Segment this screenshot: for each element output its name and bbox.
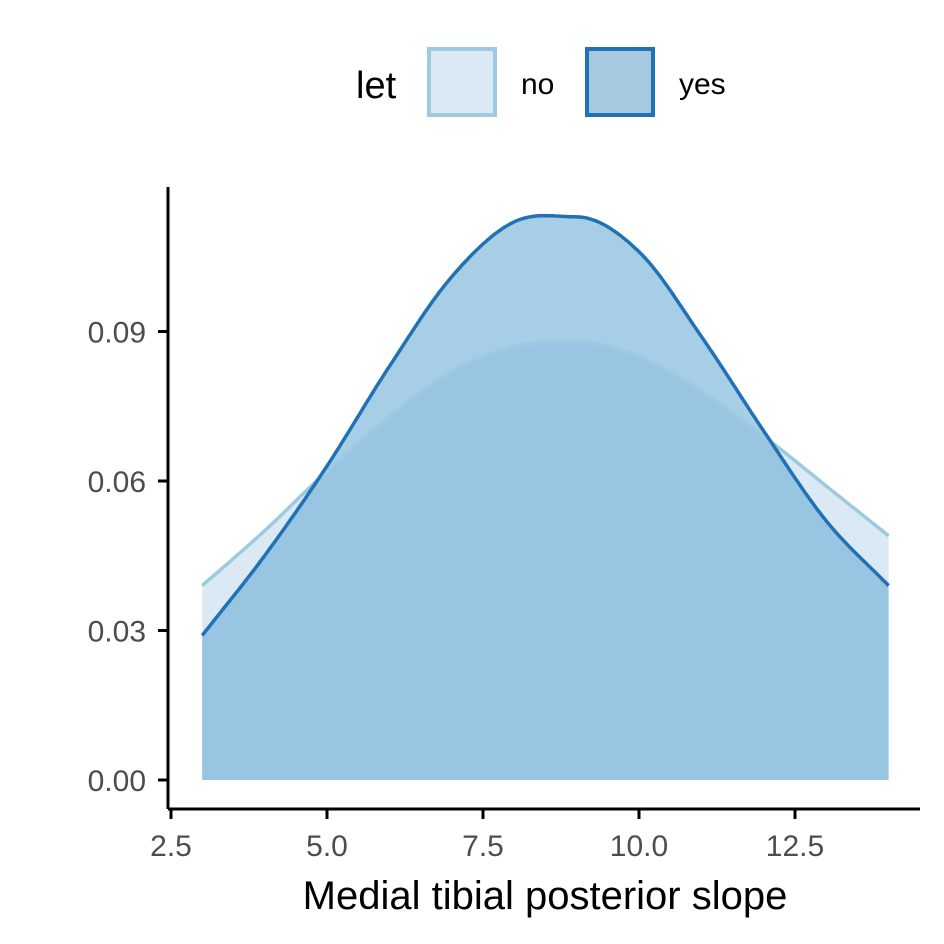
legend: let no yes xyxy=(356,47,726,117)
plot-area xyxy=(200,213,890,781)
y-tick-label: 0.06 xyxy=(88,466,146,499)
legend-label-yes: yes xyxy=(679,68,726,101)
x-tick-label: 7.5 xyxy=(462,830,504,863)
density-line-yes xyxy=(200,213,890,637)
y-tick-label: 0.09 xyxy=(88,317,146,350)
x-axis-title: Medial tibial posterior slope xyxy=(303,874,788,918)
legend-key-yes xyxy=(585,47,655,117)
x-tick-label: 5.0 xyxy=(306,830,348,863)
legend-title: let xyxy=(356,65,397,107)
y-tick-label: 0.00 xyxy=(88,765,146,798)
x-tick-label: 10.0 xyxy=(610,830,668,863)
y-tick-label: 0.03 xyxy=(88,616,146,649)
x-tick-label: 2.5 xyxy=(150,830,192,863)
x-axis-ticks: 2.5 5.0 7.5 10.0 12.5 xyxy=(150,809,824,863)
x-tick-label: 12.5 xyxy=(766,830,824,863)
density-area-yes xyxy=(202,215,889,781)
legend-label-no: no xyxy=(521,68,554,101)
y-axis-ticks: 0.00 0.03 0.06 0.09 xyxy=(88,317,168,798)
legend-key-no xyxy=(427,47,497,117)
